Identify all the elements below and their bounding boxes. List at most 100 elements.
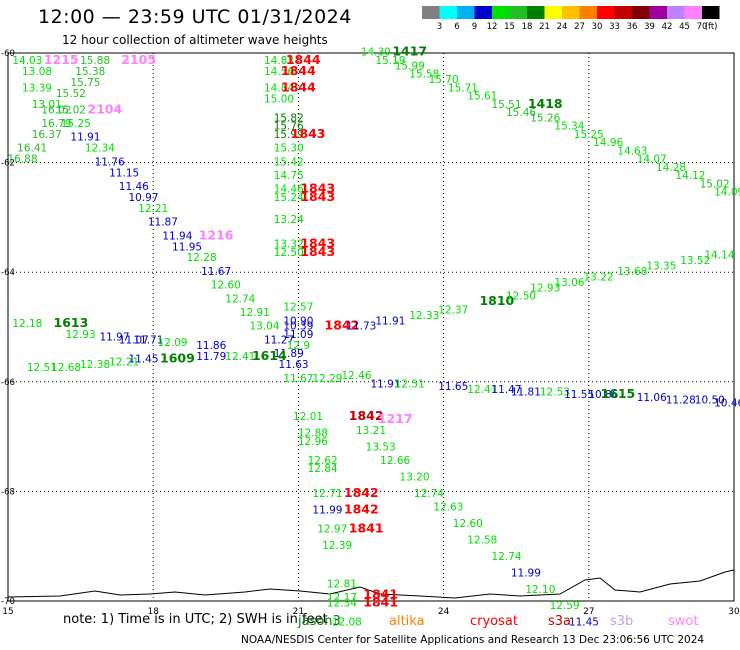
wave-height-label: 13.32 [274, 239, 304, 251]
pass-time-label: 1842 [325, 318, 360, 333]
legend-swatch [422, 6, 440, 19]
wave-height-label: 15.24 [274, 192, 304, 204]
wave-height-label: 14.83 [264, 55, 294, 67]
wave-height-label: 15.42 [274, 156, 304, 168]
wave-height-label: 12.96 [298, 436, 328, 448]
wave-height-label: 13.08 [22, 66, 52, 78]
wave-height-label: 11.89 [274, 348, 304, 360]
wave-height-label: 12.09 [158, 337, 188, 349]
wave-height-label: 14.28 [656, 162, 686, 174]
wave-height-label: 12.08 [332, 617, 362, 629]
wave-height-label: 11.91 [70, 132, 100, 144]
wave-height-label: 12.17 [327, 592, 357, 604]
wave-height-label: 11.99 [312, 504, 342, 516]
wave-height-label: 15.82 [274, 113, 304, 125]
wave-height-label: 12.97 [317, 524, 347, 536]
y-tick-label: -68 [1, 487, 15, 497]
legend-swatch [457, 6, 475, 19]
x-tick-label: 24 [438, 607, 450, 617]
wave-height-label: 15.88 [80, 55, 110, 67]
wave-height-label: 11.67 [201, 266, 231, 278]
wave-height-label: 12.59 [550, 600, 580, 612]
note-text: note: 1) Time is in UTC; 2) SWH is in fe… [63, 612, 328, 627]
x-tick-label: 30 [728, 607, 740, 617]
legend-label: 36 [627, 22, 638, 32]
wave-height-label: 13.68 [617, 266, 647, 278]
pass-time-label: 1613 [54, 315, 89, 330]
wave-height-label: 11.46 [119, 181, 149, 193]
legend-swatch [684, 6, 702, 19]
wave-height-label: 12.81 [327, 578, 357, 590]
pass-time-label: 1418 [528, 96, 563, 111]
x-tick-label: 27 [583, 607, 594, 617]
wave-height-label: 14.56 [264, 66, 294, 78]
wave-height-label: 10.50 [695, 395, 725, 407]
wave-height-label: 12.71 [312, 488, 342, 500]
wave-height-label: 12.41 [225, 351, 255, 363]
wave-height-label: 12.88 [298, 428, 328, 440]
wave-height-label: 15.38 [75, 66, 105, 78]
legend-label: 27 [574, 22, 585, 32]
legend-label: 6 [454, 22, 459, 32]
wave-height-label: 15.51 [491, 99, 521, 111]
wave-height-label: 13.35 [646, 260, 676, 272]
pass-time-label: 2104 [87, 101, 122, 116]
wave-height-label: 15.30 [274, 143, 304, 155]
wave-height-label: 11.79 [196, 351, 226, 363]
legend-swatch [562, 6, 580, 19]
wave-height-label: 11.94 [162, 230, 192, 242]
wave-height-label: 11.73 [346, 321, 376, 333]
legend-label: 70 [697, 22, 708, 32]
wave-height-label: 11.47 [491, 384, 521, 396]
pass-time-label: 1841 [363, 586, 398, 601]
wave-height-label: 12.53 [540, 387, 570, 399]
wave-height-label: 12.37 [438, 304, 468, 316]
wave-height-label: 13.24 [274, 214, 304, 226]
wave-height-label: 12.21 [138, 203, 168, 215]
wave-height-label: 11.99 [511, 567, 541, 579]
wave-height-label: 13.01 [32, 99, 62, 111]
wave-height-label: 16.37 [32, 129, 62, 141]
wave-height-label: 13.22 [583, 271, 613, 283]
pass-time-label: 1844 [281, 79, 316, 94]
pass-time-label: 1842 [344, 485, 379, 500]
wave-height-label: 11.86 [196, 340, 226, 352]
wave-height-label: 11.07 [119, 334, 149, 346]
wave-height-label: 11.28 [666, 395, 696, 407]
wave-height-label: 12.93 [66, 329, 96, 341]
legend-swatch [702, 6, 720, 19]
wave-height-label: 11.65 [438, 381, 468, 393]
wave-height-label: 15.25 [574, 129, 604, 141]
legend-swatch [649, 6, 667, 19]
wave-height-label: 10.46 [714, 397, 740, 409]
pass-time-label: 1843 [300, 244, 335, 259]
wave-height-label: 13.21 [356, 425, 386, 437]
wave-height-label: 12.91 [240, 307, 270, 319]
pass-time-label: 1843 [291, 126, 326, 141]
wave-height-label: 15.34 [554, 121, 584, 133]
pass-time-label: 1843 [300, 181, 335, 196]
wave-height-label: 11.63 [279, 359, 309, 371]
wave-height-label: 16.88 [7, 154, 37, 166]
wave-height-label: 12.74 [414, 488, 444, 500]
wave-height-label: 12.46 [341, 370, 371, 382]
wave-height-label: 12.34 [327, 597, 357, 609]
pass-time-label: 1841 [363, 594, 398, 609]
pass-time-label: 1217 [378, 411, 413, 426]
wave-height-label: 11.55 [564, 389, 594, 401]
wave-height-label: 12.33 [409, 310, 439, 322]
axis-ticks: 15 18 21 24 27 30 -60 -62 -64 -66 -68 -70 [1, 49, 740, 617]
wave-height-label: 14.96 [593, 137, 623, 149]
legend-swatch [527, 6, 545, 19]
wave-height-label: 11.67 [283, 373, 313, 385]
wave-height-label: 12.39 [322, 540, 352, 552]
legend-label: 45 [679, 22, 690, 32]
wave-height-label: 15.99 [274, 129, 304, 141]
note-prefix: note: 1) Time is in UTC; 2) SWH is in fe… [63, 612, 328, 627]
wave-height-label: 11.09 [283, 329, 313, 341]
wave-height-label: 12.60 [211, 280, 241, 292]
wave-height-label: 14.84 [264, 82, 294, 94]
wave-height-label: 11.87 [148, 217, 178, 229]
wave-height-label: 12.38 [80, 359, 110, 371]
